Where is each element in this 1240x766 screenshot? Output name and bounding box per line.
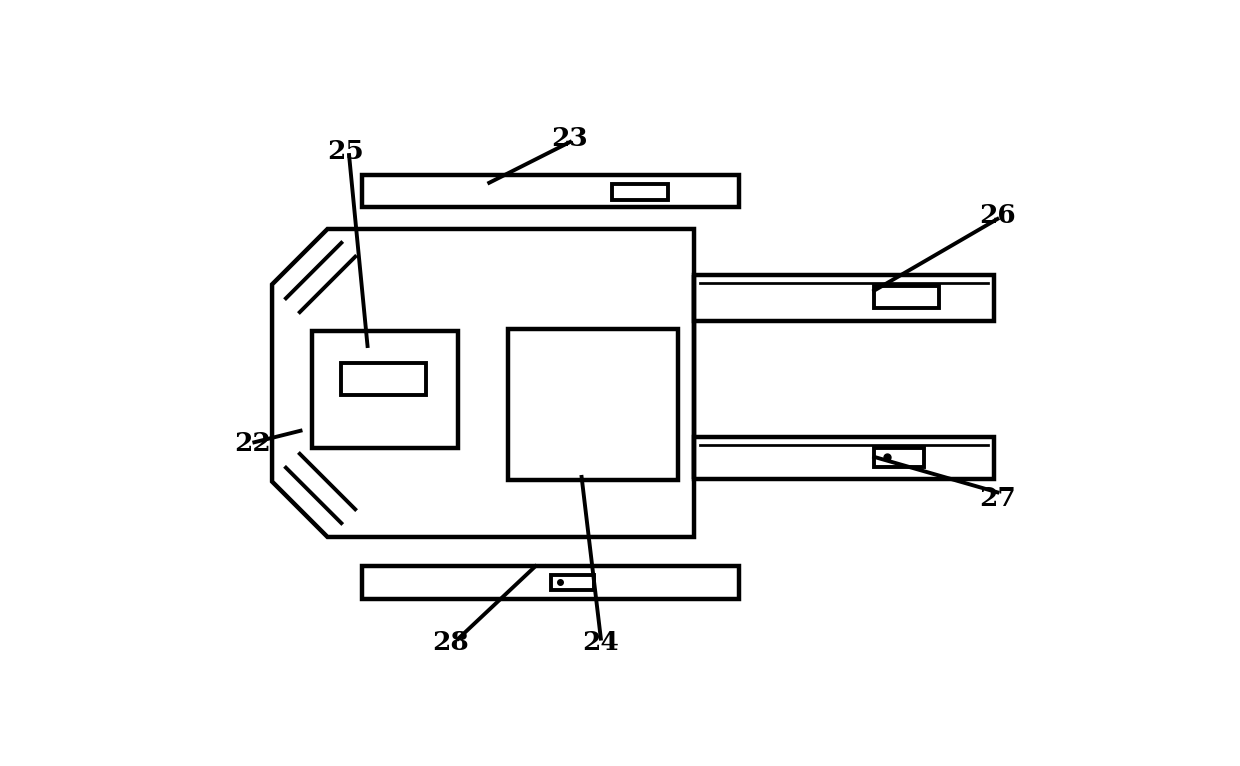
Bar — [613, 184, 668, 201]
Bar — [362, 566, 739, 598]
Bar — [312, 331, 459, 447]
Bar — [362, 175, 739, 208]
Bar — [508, 329, 678, 480]
Bar — [694, 437, 994, 480]
Text: 27: 27 — [980, 486, 1016, 511]
Bar — [874, 447, 924, 467]
Bar — [341, 363, 427, 395]
Text: 24: 24 — [583, 630, 619, 655]
Text: 26: 26 — [980, 203, 1016, 228]
Bar — [551, 574, 594, 590]
Text: 28: 28 — [433, 630, 469, 655]
Bar — [874, 286, 939, 307]
Text: 25: 25 — [327, 139, 363, 164]
Text: 23: 23 — [552, 126, 589, 151]
Bar — [694, 275, 994, 322]
Polygon shape — [272, 229, 694, 537]
Text: 22: 22 — [234, 431, 272, 457]
